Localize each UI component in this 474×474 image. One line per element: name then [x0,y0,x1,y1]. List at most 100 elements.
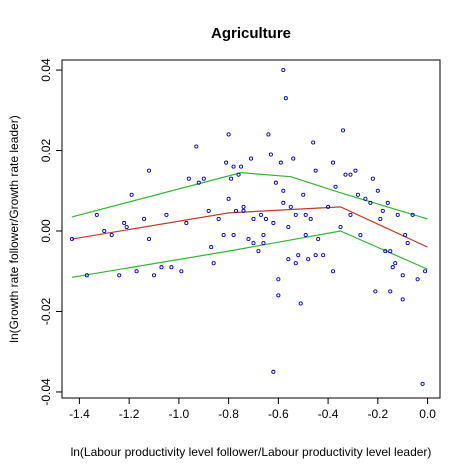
data-point [169,265,174,270]
data-point [209,245,214,250]
data-point [293,261,298,266]
data-point [363,196,368,201]
series-layer [71,172,428,278]
data-point [358,232,363,238]
points-layer [69,68,428,386]
data-point [229,176,234,181]
y-tick-label: -0.04 [39,378,53,406]
y-tick-label: 0.00 [39,219,53,243]
data-point [102,228,107,234]
data-point [303,232,308,238]
data-point [348,212,353,217]
data-point [146,237,152,242]
data-point [239,164,244,169]
data-point [286,224,291,230]
data-point [216,216,221,221]
data-point [321,253,326,258]
data-point [256,249,261,254]
data-point [415,277,420,282]
data-point [385,200,390,205]
data-point [251,241,256,246]
data-point [261,232,266,238]
data-point [206,208,211,213]
data-point [196,180,201,185]
fit-line [71,206,428,248]
y-tick-label: 0.02 [39,139,53,163]
data-point [343,172,348,177]
data-point [276,293,281,298]
data-point [313,253,318,258]
data-point [221,232,226,238]
data-point [226,132,231,137]
x-tick-label: 0.0 [419,407,436,421]
data-point [420,381,425,386]
data-point [194,144,199,149]
data-point [373,289,378,294]
data-point [142,216,147,221]
data-point [159,265,164,270]
x-axis: -1.4 -1.2 -1.0 -0.8 -0.6 -0.4 -0.2 0.0 [69,397,436,421]
data-point [268,152,273,157]
data-point [184,220,189,226]
data-point [241,208,246,213]
data-point [331,160,336,165]
data-point [390,265,395,270]
data-point [122,220,127,226]
data-point [410,212,415,217]
data-point [109,232,114,238]
data-point [69,237,74,242]
data-point [236,172,241,177]
data-point [281,68,286,73]
data-point [333,184,338,189]
data-point [251,216,256,221]
data-point [283,96,288,101]
data-point [296,253,301,258]
data-point [340,128,346,133]
data-point [266,132,271,137]
data-point [405,241,410,246]
data-point [281,200,286,205]
data-point [124,224,129,230]
data-point [311,140,316,145]
data-point [301,192,306,197]
chart-title: Agriculture [211,25,291,42]
x-tick-label: -0.8 [218,407,239,421]
data-point [164,212,169,217]
data-point [308,216,313,221]
data-point [348,172,353,177]
y-tick-label: 0.04 [39,58,53,82]
data-point [288,204,293,209]
x-axis-label: ln(Labour productivity level follower/La… [71,445,432,459]
data-point [370,176,375,181]
x-tick-label: -1.4 [69,407,90,421]
data-point [186,176,191,181]
data-point [380,208,385,213]
data-point [393,261,398,266]
data-point [338,224,343,230]
data-point [303,212,308,217]
x-tick-label: -0.2 [367,407,388,421]
data-point [129,192,134,197]
data-point [388,249,393,254]
data-point [276,277,281,282]
data-point [353,168,358,173]
data-point [231,232,236,238]
data-point [403,232,408,238]
data-point [368,200,373,205]
data-point [117,273,122,278]
data-point [231,164,236,169]
data-point [291,156,296,161]
data-point [383,249,388,254]
data-point [378,216,383,221]
data-point [400,297,405,302]
data-point [298,301,303,306]
data-point [234,208,239,213]
x-tick-label: -0.6 [268,407,289,421]
y-axis: -0.04 -0.02 0.00 0.02 0.04 [39,58,62,406]
data-point [211,261,216,266]
y-tick-label: -0.02 [39,297,53,325]
data-point [271,220,276,226]
y-axis-label: ln(Growth rate follower/Growth rate lead… [7,115,21,342]
data-point [179,269,184,274]
data-point [224,160,229,165]
